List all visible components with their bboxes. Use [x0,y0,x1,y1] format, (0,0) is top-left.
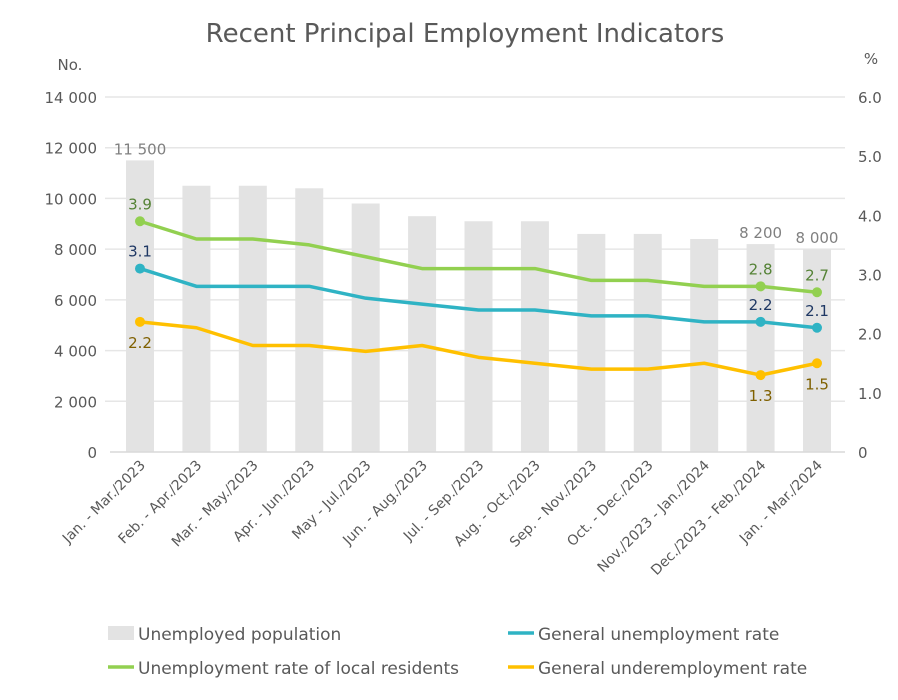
x-tick-label: Dec./2023 - Feb./2024 [648,457,769,578]
left-tick-label: 6 000 [54,292,97,310]
data-point [135,316,145,327]
bar [182,185,211,452]
x-tick-label: Nov./2023 - Jan./2024 [595,457,713,575]
data-point [755,281,766,292]
legend-label: Unemployment rate of local residents [138,659,459,679]
line-data-label: 2.1 [805,302,829,320]
left-tick-label: 8 000 [54,241,97,259]
right-tick-label: 1.0 [858,385,882,403]
bar [295,188,324,453]
data-point [812,287,822,298]
line-data-label: 3.9 [128,195,152,213]
line-data-label: 1.5 [805,375,829,393]
bar-data-label: 11 500 [114,140,167,158]
bar [464,221,493,452]
line-data-label: 3.1 [128,243,152,261]
left-axis-label: No. [58,56,83,74]
left-tick-label: 4 000 [54,343,97,361]
bar [633,233,662,452]
line-data-label: 1.3 [749,387,773,405]
data-point [135,216,145,227]
legend-label: General unemployment rate [538,625,779,645]
left-tick-label: 2 000 [54,393,97,411]
bar-data-label: 8 000 [796,229,839,247]
bar [746,244,775,452]
right-tick-label: 3.0 [858,267,882,285]
bar [690,239,719,452]
bar-data-label: 8 200 [739,224,782,242]
data-point [755,370,766,381]
bar [520,221,549,452]
bar [126,160,154,452]
line-data-label: 2.8 [749,260,773,278]
legend-swatch [108,626,134,640]
bar [238,185,267,452]
series-line [139,266,818,330]
right-tick-label: 2.0 [858,326,882,344]
right-tick-label: 6.0 [858,89,882,107]
data-point [812,322,822,333]
line-data-label: 2.2 [749,296,773,314]
data-point [812,358,822,369]
left-tick-label: 10 000 [45,190,98,208]
chart-title: Recent Principal Employment Indicators [206,19,725,49]
line-data-label: 2.7 [805,266,829,284]
bar [803,249,831,452]
right-tick-label: 4.0 [858,207,882,225]
series-line [139,320,818,377]
legend-label: General underemployment rate [538,659,807,679]
series-line [139,219,818,294]
bar [408,216,437,452]
data-point [755,316,766,327]
right-tick-label: 0 [858,444,868,462]
right-tick-label: 5.0 [858,148,882,166]
right-axis-label: % [864,50,878,68]
bar [351,203,380,452]
left-tick-label: 14 000 [45,89,98,107]
left-tick-label: 12 000 [45,140,98,158]
data-point [135,263,145,274]
line-data-label: 2.2 [128,334,152,352]
legend-label: Unemployed population [138,625,341,645]
left-tick-label: 0 [87,444,97,462]
bar [577,233,606,452]
